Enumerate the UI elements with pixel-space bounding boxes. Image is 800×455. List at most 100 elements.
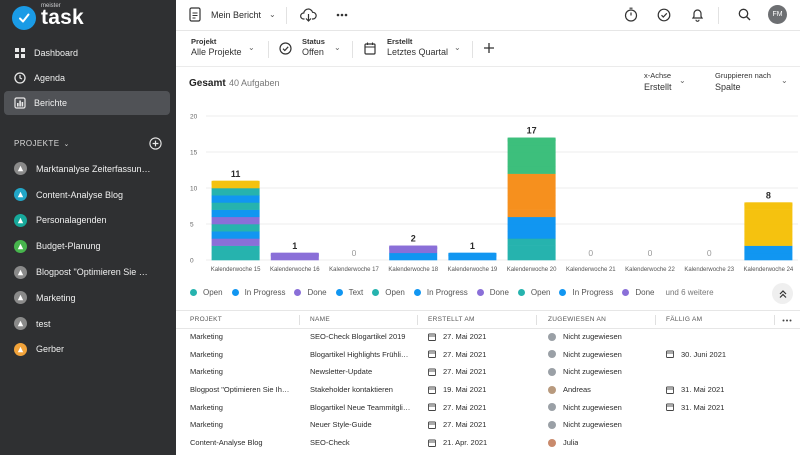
x-axis-selector[interactable]: x-Achse Erstellt bbox=[644, 71, 672, 92]
bell-icon[interactable] bbox=[691, 7, 704, 22]
table-row[interactable]: Marketing Neuer Style-Guide 27. Mai 2021 Ni… bbox=[176, 416, 800, 434]
sidebar-project-item[interactable]: test bbox=[4, 311, 170, 337]
bar-segment[interactable] bbox=[744, 238, 793, 246]
bar-segment[interactable] bbox=[211, 188, 260, 196]
bar-segment[interactable] bbox=[211, 245, 260, 254]
chevron-down-icon[interactable]: ⌄ bbox=[248, 43, 255, 52]
chevron-down-icon[interactable]: ⌄ bbox=[454, 43, 461, 52]
logo[interactable]: meister task bbox=[12, 3, 84, 30]
sidebar-project-item[interactable]: Marktanalyse Zeiterfassun… bbox=[4, 156, 170, 182]
bar-segment[interactable] bbox=[507, 144, 556, 153]
bar-segment[interactable] bbox=[744, 216, 793, 225]
filter-created[interactable]: Erstellt Letztes Quartal bbox=[387, 37, 448, 57]
sidebar-project-item[interactable]: Marketing bbox=[4, 285, 170, 311]
chevron-down-icon[interactable]: ⌄ bbox=[679, 76, 686, 85]
bar-segment[interactable] bbox=[507, 159, 556, 167]
filter-project[interactable]: Projekt Alle Projekte bbox=[191, 37, 242, 57]
bar-segment[interactable] bbox=[211, 252, 260, 261]
sidebar-project-item[interactable]: Gerber bbox=[4, 337, 170, 363]
add-project-icon[interactable] bbox=[149, 137, 162, 150]
bar-segment[interactable] bbox=[211, 224, 260, 232]
bar-segment[interactable] bbox=[744, 224, 793, 232]
group-by-selector[interactable]: Gruppieren nach Spalte bbox=[715, 71, 771, 92]
nav-item-agenda[interactable]: Agenda bbox=[4, 66, 170, 90]
check-circle-icon[interactable] bbox=[657, 8, 671, 22]
bar-segment[interactable] bbox=[389, 252, 438, 261]
report-chevron-down-icon[interactable]: ⌄ bbox=[269, 10, 276, 19]
col-divider[interactable] bbox=[417, 315, 418, 325]
cloud-download-icon[interactable] bbox=[300, 8, 317, 22]
table-row[interactable]: Marketing Newsletter-Update 27. Mai 2021 Ni… bbox=[176, 363, 800, 381]
bar-segment[interactable] bbox=[507, 195, 556, 203]
legend-item[interactable]: Open bbox=[190, 288, 223, 297]
sidebar-project-item[interactable]: Blogpost "Optimieren Sie … bbox=[4, 259, 170, 285]
bar-segment[interactable] bbox=[507, 216, 556, 225]
add-filter-icon[interactable] bbox=[483, 42, 495, 54]
collapse-chart-button[interactable] bbox=[772, 283, 793, 304]
sidebar-project-item[interactable]: Budget-Planung bbox=[4, 233, 170, 259]
sidebar-project-item[interactable]: Personalagenden bbox=[4, 208, 170, 234]
report-name[interactable]: Mein Bericht bbox=[211, 10, 262, 20]
filter-status[interactable]: Status Offen bbox=[302, 37, 325, 57]
legend-more[interactable]: und 6 weitere bbox=[665, 288, 714, 297]
col-header-created[interactable]: ERSTELLT AM bbox=[428, 316, 475, 323]
chevron-down-icon[interactable]: ⌄ bbox=[334, 43, 341, 52]
legend-item[interactable]: In Progress bbox=[413, 288, 468, 297]
timer-icon[interactable] bbox=[624, 7, 638, 22]
table-more-icon[interactable] bbox=[782, 319, 792, 322]
col-divider[interactable] bbox=[536, 315, 537, 325]
bar-segment[interactable] bbox=[744, 245, 793, 254]
bar-segment[interactable] bbox=[507, 152, 556, 160]
legend-item[interactable]: In Progress bbox=[231, 288, 285, 297]
user-avatar[interactable]: FM bbox=[768, 5, 787, 24]
table-row[interactable]: Marketing SEO-Check Blogartikel 2019 27. M… bbox=[176, 328, 800, 346]
col-header-name[interactable]: NAME bbox=[310, 316, 330, 323]
bar-segment[interactable] bbox=[507, 166, 556, 174]
legend-item[interactable]: Done bbox=[476, 288, 509, 297]
table-row[interactable]: Marketing Blogartikel Neue Teammitgli… 27.… bbox=[176, 399, 800, 417]
bar-segment[interactable] bbox=[507, 231, 556, 239]
bar-segment[interactable] bbox=[744, 252, 793, 261]
bar-segment[interactable] bbox=[507, 173, 556, 182]
bar-segment[interactable] bbox=[211, 209, 260, 218]
projects-header[interactable]: PROJEKTE ⌄ bbox=[14, 137, 162, 150]
legend-item[interactable]: In Progress bbox=[559, 288, 613, 297]
col-divider[interactable] bbox=[299, 315, 300, 325]
bar-segment[interactable] bbox=[507, 209, 556, 218]
chevron-down-icon[interactable]: ⌄ bbox=[781, 76, 788, 85]
more-horizontal-icon[interactable] bbox=[336, 13, 348, 17]
bar-segment[interactable] bbox=[211, 195, 260, 203]
col-header-project[interactable]: PROJEKT bbox=[190, 316, 223, 323]
table-row[interactable]: Content-Analyse Blog SEO-Check 21. Apr. 20… bbox=[176, 434, 800, 452]
bar-segment[interactable] bbox=[211, 238, 260, 246]
cell-project: Marketing bbox=[190, 332, 223, 341]
bar-segment[interactable] bbox=[507, 224, 556, 232]
sidebar-project-item[interactable]: Content-Analyse Blog bbox=[4, 182, 170, 208]
legend-item[interactable]: Text bbox=[335, 288, 363, 297]
legend-item[interactable]: Done bbox=[294, 288, 327, 297]
search-icon[interactable] bbox=[738, 8, 751, 21]
col-divider[interactable] bbox=[774, 315, 775, 325]
legend-item[interactable]: Done bbox=[622, 288, 655, 297]
cell-name: Newsletter-Update bbox=[310, 367, 373, 377]
nav-item-reports[interactable]: Berichte bbox=[4, 91, 170, 115]
nav-item-dashboard[interactable]: Dashboard bbox=[4, 41, 170, 65]
bar-segment[interactable] bbox=[744, 209, 793, 218]
table-row[interactable]: Blogpost "Optimieren Sie Ih… Stakeholder … bbox=[176, 381, 800, 399]
bar-segment[interactable] bbox=[211, 202, 260, 210]
bar-segment[interactable] bbox=[507, 238, 556, 246]
col-header-due[interactable]: FÄLLIG AM bbox=[666, 316, 703, 323]
bar-segment[interactable] bbox=[507, 180, 556, 189]
bar-segment[interactable] bbox=[211, 231, 260, 239]
col-header-assigned[interactable]: ZUGEWIESEN AN bbox=[548, 316, 607, 323]
bar-segment[interactable] bbox=[507, 252, 556, 261]
bar-segment[interactable] bbox=[507, 202, 556, 210]
table-row[interactable]: Marketing Blogartikel Highlights Frühli… 2… bbox=[176, 346, 800, 364]
bar-segment[interactable] bbox=[211, 216, 260, 225]
legend-item[interactable]: Open bbox=[372, 288, 405, 297]
bar-segment[interactable] bbox=[744, 231, 793, 239]
col-divider[interactable] bbox=[655, 315, 656, 325]
bar-segment[interactable] bbox=[507, 245, 556, 254]
bar-segment[interactable] bbox=[507, 188, 556, 196]
legend-item[interactable]: Open bbox=[517, 288, 550, 297]
